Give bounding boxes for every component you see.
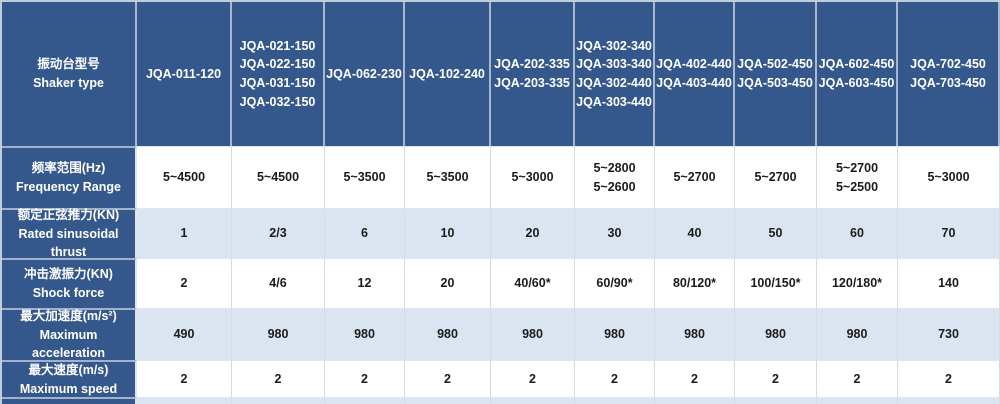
row-label-maximum-acceleration: 最大加速度(m/s²) Maximum acceleration <box>2 308 137 360</box>
column-header: JQA-702-450 JQA-703-450 <box>898 2 1000 146</box>
table-cell: 730 <box>898 308 1000 360</box>
table-cell: 980 <box>735 308 817 360</box>
table-cell: 2 <box>137 360 232 397</box>
table-cell: 140 <box>898 258 1000 308</box>
table-cell: 20 <box>491 208 575 258</box>
table-cell: 980 <box>575 308 655 360</box>
column-header: JQA-602-450 JQA-603-450 <box>817 2 898 146</box>
table-cell <box>898 397 1000 404</box>
table-cell: 5~2700 <box>735 146 817 208</box>
table-cell: 5~3500 <box>325 146 405 208</box>
table-cell: 980 <box>817 308 898 360</box>
table-cell: 60/90* <box>575 258 655 308</box>
table-cell: 2 <box>817 360 898 397</box>
corner-header-shaker-type: 振动台型号 Shaker type <box>2 2 137 146</box>
table-cell: 2 <box>232 360 325 397</box>
table-cell <box>137 397 232 404</box>
column-header: JQA-011-120 <box>137 2 232 146</box>
table-cell: 980 <box>232 308 325 360</box>
table-cell <box>655 397 735 404</box>
table-cell: 40/60* <box>491 258 575 308</box>
table-cell <box>491 397 575 404</box>
table-cell: 2 <box>137 258 232 308</box>
table-cell <box>325 397 405 404</box>
table-cell: 5~4500 <box>232 146 325 208</box>
table-cell: 50 <box>735 208 817 258</box>
table-cell: 5~3000 <box>491 146 575 208</box>
column-header: JQA-502-450 JQA-503-450 <box>735 2 817 146</box>
column-header: JQA-102-240 <box>405 2 491 146</box>
table-cell: 2 <box>325 360 405 397</box>
table-cell: 5~3500 <box>405 146 491 208</box>
table-cell: 2 <box>405 360 491 397</box>
table-cell: 6 <box>325 208 405 258</box>
table-cell <box>735 397 817 404</box>
column-header: JQA-021-150 JQA-022-150 JQA-031-150 JQA-… <box>232 2 325 146</box>
table-cell: 40 <box>655 208 735 258</box>
table-cell: 2 <box>491 360 575 397</box>
table-cell: 30 <box>575 208 655 258</box>
table-cell: 2 <box>655 360 735 397</box>
table-cell: 980 <box>655 308 735 360</box>
table-cell: 5~2800 5~2600 <box>575 146 655 208</box>
table-cell: 80/120* <box>655 258 735 308</box>
table-cell: 980 <box>325 308 405 360</box>
table-cell: 100/150* <box>735 258 817 308</box>
table-cell <box>575 397 655 404</box>
table-cell: 5~3000 <box>898 146 1000 208</box>
table-cell: 2 <box>735 360 817 397</box>
table-cell: 70 <box>898 208 1000 258</box>
row-label-maximum-speed: 最大速度(m/s) Maximum speed <box>2 360 137 397</box>
column-header: JQA-062-230 <box>325 2 405 146</box>
table-cell: 10 <box>405 208 491 258</box>
column-header: JQA-402-440 JQA-403-440 <box>655 2 735 146</box>
table-cell: 2 <box>898 360 1000 397</box>
column-header: JQA-202-335 JQA-203-335 <box>491 2 575 146</box>
table-cell: 5~4500 <box>137 146 232 208</box>
table-cell: 1 <box>137 208 232 258</box>
table-cell: 980 <box>405 308 491 360</box>
table-cell: 4/6 <box>232 258 325 308</box>
table-cell <box>405 397 491 404</box>
table-cell <box>232 397 325 404</box>
row-label-partial <box>2 397 137 404</box>
table-cell: 20 <box>405 258 491 308</box>
table-cell: 490 <box>137 308 232 360</box>
row-label-frequency-range: 频率范围(Hz) Frequency Range <box>2 146 137 208</box>
table-cell: 2 <box>575 360 655 397</box>
table-cell: 120/180* <box>817 258 898 308</box>
table-cell: 12 <box>325 258 405 308</box>
table-cell: 5~2700 5~2500 <box>817 146 898 208</box>
table-cell: 980 <box>491 308 575 360</box>
table-cell: 5~2700 <box>655 146 735 208</box>
column-header: JQA-302-340 JQA-303-340 JQA-302-440 JQA-… <box>575 2 655 146</box>
row-label-rated-sinusoidal-thrust: 额定正弦推力(KN) Rated sinusoidal thrust <box>2 208 137 259</box>
table-cell <box>817 397 898 404</box>
table-cell: 2/3 <box>232 208 325 258</box>
row-label-shock-force: 冲击激振力(KN) Shock force <box>2 258 137 308</box>
table-cell: 60 <box>817 208 898 258</box>
